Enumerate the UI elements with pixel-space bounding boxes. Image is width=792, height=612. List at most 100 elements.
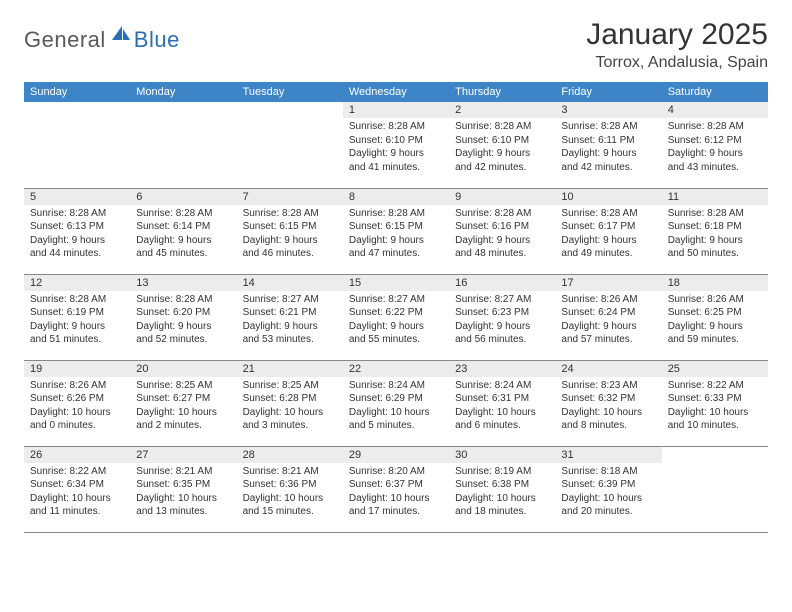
day-header: Tuesday — [237, 82, 343, 102]
sunrise-line: Sunrise: 8:21 AM — [136, 465, 230, 479]
calendar-cell-empty — [130, 102, 236, 188]
calendar-cell: 16Sunrise: 8:27 AMSunset: 6:23 PMDayligh… — [449, 274, 555, 360]
day-number: 27 — [130, 447, 236, 463]
sunset-line: Sunset: 6:15 PM — [243, 220, 337, 234]
calendar-cell: 3Sunrise: 8:28 AMSunset: 6:11 PMDaylight… — [555, 102, 661, 188]
logo: General Blue — [24, 24, 180, 55]
daylight-line: Daylight: 9 hours and 52 minutes. — [136, 320, 230, 347]
day-number — [662, 447, 768, 463]
day-number — [130, 102, 236, 118]
calendar-cell: 2Sunrise: 8:28 AMSunset: 6:10 PMDaylight… — [449, 102, 555, 188]
daylight-line: Daylight: 10 hours and 20 minutes. — [561, 492, 655, 519]
daylight-line: Daylight: 10 hours and 15 minutes. — [243, 492, 337, 519]
sunrise-line: Sunrise: 8:28 AM — [30, 293, 124, 307]
sunset-line: Sunset: 6:38 PM — [455, 478, 549, 492]
sunrise-line: Sunrise: 8:28 AM — [136, 293, 230, 307]
day-details: Sunrise: 8:28 AMSunset: 6:12 PMDaylight:… — [662, 118, 768, 178]
sunset-line: Sunset: 6:31 PM — [455, 392, 549, 406]
location: Torrox, Andalusia, Spain — [586, 54, 768, 72]
calendar-cell: 17Sunrise: 8:26 AMSunset: 6:24 PMDayligh… — [555, 274, 661, 360]
sunrise-line: Sunrise: 8:28 AM — [561, 207, 655, 221]
sunset-line: Sunset: 6:13 PM — [30, 220, 124, 234]
day-details: Sunrise: 8:26 AMSunset: 6:25 PMDaylight:… — [662, 291, 768, 351]
sunset-line: Sunset: 6:12 PM — [668, 134, 762, 148]
sunrise-line: Sunrise: 8:28 AM — [668, 120, 762, 134]
calendar-week-row: 19Sunrise: 8:26 AMSunset: 6:26 PMDayligh… — [24, 360, 768, 446]
daylight-line: Daylight: 9 hours and 41 minutes. — [349, 147, 443, 174]
daylight-line: Daylight: 9 hours and 47 minutes. — [349, 234, 443, 261]
daylight-line: Daylight: 9 hours and 50 minutes. — [668, 234, 762, 261]
daylight-line: Daylight: 9 hours and 44 minutes. — [30, 234, 124, 261]
sunset-line: Sunset: 6:21 PM — [243, 306, 337, 320]
calendar-cell: 8 Sunrise: 8:28 AMSunset: 6:15 PMDaylight… — [343, 188, 449, 274]
day-details: Sunrise: 8:26 AMSunset: 6:26 PMDaylight:… — [24, 377, 130, 437]
daylight-line: Daylight: 10 hours and 10 minutes. — [668, 406, 762, 433]
daylight-line: Daylight: 9 hours and 56 minutes. — [455, 320, 549, 347]
day-details: Sunrise: 8:28 AMSunset: 6:16 PMDaylight:… — [449, 205, 555, 265]
sunset-line: Sunset: 6:36 PM — [243, 478, 337, 492]
day-details: Sunrise: 8:24 AMSunset: 6:31 PMDaylight:… — [449, 377, 555, 437]
sunrise-line: Sunrise: 8:26 AM — [30, 379, 124, 393]
sunset-line: Sunset: 6:25 PM — [668, 306, 762, 320]
day-details — [237, 118, 343, 168]
sunrise-line: Sunrise: 8:28 AM — [668, 207, 762, 221]
day-number: 20 — [130, 361, 236, 377]
calendar-cell: 23Sunrise: 8:24 AMSunset: 6:31 PMDayligh… — [449, 360, 555, 446]
sunrise-line: Sunrise: 8:28 AM — [30, 207, 124, 221]
day-number: 25 — [662, 361, 768, 377]
calendar-cell: 15Sunrise: 8:27 AMSunset: 6:22 PMDayligh… — [343, 274, 449, 360]
daylight-line: Daylight: 9 hours and 59 minutes. — [668, 320, 762, 347]
sunset-line: Sunset: 6:37 PM — [349, 478, 443, 492]
calendar-cell: 10Sunrise: 8:28 AMSunset: 6:17 PMDayligh… — [555, 188, 661, 274]
day-number: 9 — [449, 189, 555, 205]
sunrise-line: Sunrise: 8:22 AM — [30, 465, 124, 479]
day-details: Sunrise: 8:28 AMSunset: 6:20 PMDaylight:… — [130, 291, 236, 351]
day-number: 14 — [237, 275, 343, 291]
day-details: Sunrise: 8:26 AMSunset: 6:24 PMDaylight:… — [555, 291, 661, 351]
daylight-line: Daylight: 9 hours and 46 minutes. — [243, 234, 337, 261]
daylight-line: Daylight: 10 hours and 13 minutes. — [136, 492, 230, 519]
sunrise-line: Sunrise: 8:28 AM — [455, 207, 549, 221]
daylight-line: Daylight: 10 hours and 17 minutes. — [349, 492, 443, 519]
day-number — [237, 102, 343, 118]
sunrise-line: Sunrise: 8:19 AM — [455, 465, 549, 479]
calendar-cell: 12Sunrise: 8:28 AMSunset: 6:19 PMDayligh… — [24, 274, 130, 360]
calendar-week-row: 5Sunrise: 8:28 AMSunset: 6:13 PMDaylight… — [24, 188, 768, 274]
calendar-cell-empty — [24, 102, 130, 188]
day-number: 8 — [343, 189, 449, 205]
daylight-line: Daylight: 10 hours and 0 minutes. — [30, 406, 124, 433]
day-number: 1 — [343, 102, 449, 118]
day-number: 5 — [24, 189, 130, 205]
day-details: Sunrise: 8:18 AMSunset: 6:39 PMDaylight:… — [555, 463, 661, 523]
day-number: 2 — [449, 102, 555, 118]
sunrise-line: Sunrise: 8:22 AM — [668, 379, 762, 393]
day-header: Monday — [130, 82, 236, 102]
sunset-line: Sunset: 6:20 PM — [136, 306, 230, 320]
daylight-line: Daylight: 9 hours and 42 minutes. — [455, 147, 549, 174]
sunrise-line: Sunrise: 8:27 AM — [455, 293, 549, 307]
sunset-line: Sunset: 6:33 PM — [668, 392, 762, 406]
sunset-line: Sunset: 6:15 PM — [349, 220, 443, 234]
calendar-cell-empty — [662, 446, 768, 532]
calendar-cell: 22Sunrise: 8:24 AMSunset: 6:29 PMDayligh… — [343, 360, 449, 446]
sunrise-line: Sunrise: 8:28 AM — [243, 207, 337, 221]
day-details: Sunrise: 8:28 AMSunset: 6:10 PMDaylight:… — [449, 118, 555, 178]
sunset-line: Sunset: 6:35 PM — [136, 478, 230, 492]
sunset-line: Sunset: 6:26 PM — [30, 392, 124, 406]
calendar-cell: 21Sunrise: 8:25 AMSunset: 6:28 PMDayligh… — [237, 360, 343, 446]
day-header-row: SundayMondayTuesdayWednesdayThursdayFrid… — [24, 82, 768, 102]
sunset-line: Sunset: 6:27 PM — [136, 392, 230, 406]
sunrise-line: Sunrise: 8:26 AM — [668, 293, 762, 307]
day-number: 22 — [343, 361, 449, 377]
sunrise-line: Sunrise: 8:28 AM — [349, 207, 443, 221]
day-number: 23 — [449, 361, 555, 377]
sunset-line: Sunset: 6:11 PM — [561, 134, 655, 148]
sunset-line: Sunset: 6:16 PM — [455, 220, 549, 234]
calendar-week-row: 1Sunrise: 8:28 AMSunset: 6:10 PMDaylight… — [24, 102, 768, 188]
day-header: Saturday — [662, 82, 768, 102]
day-number: 17 — [555, 275, 661, 291]
sunrise-line: Sunrise: 8:24 AM — [455, 379, 549, 393]
calendar-cell: 6Sunrise: 8:28 AMSunset: 6:14 PMDaylight… — [130, 188, 236, 274]
logo-sail-icon — [110, 24, 132, 47]
daylight-line: Daylight: 9 hours and 51 minutes. — [30, 320, 124, 347]
